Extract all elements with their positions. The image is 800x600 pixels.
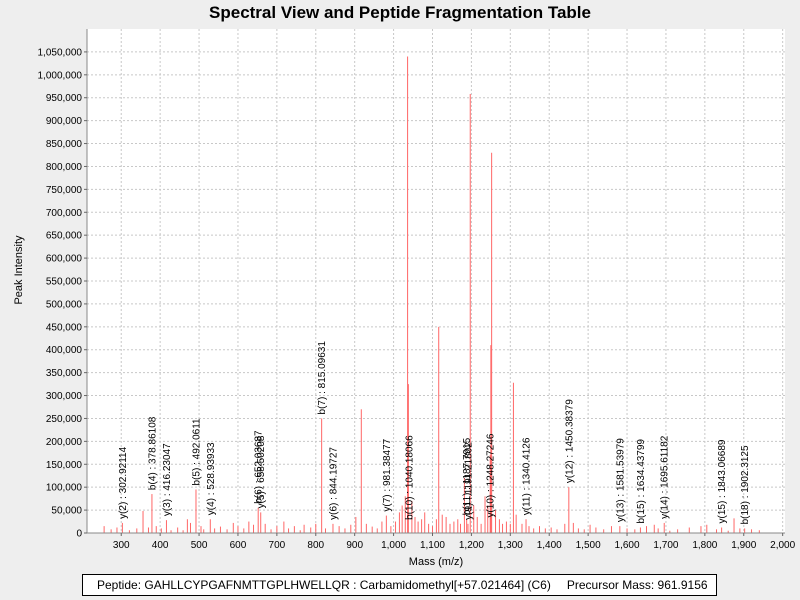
y-tick-label: 850,000 <box>46 139 83 150</box>
y-tick-label: 900,000 <box>46 116 83 127</box>
y-tick-label: 800,000 <box>46 162 83 173</box>
fragment-ion-label: b(5) : 492.0611 <box>191 418 202 486</box>
x-tick-label: 700 <box>269 540 286 551</box>
fragment-ion-label: b(10) : 1040.18066 <box>405 435 416 520</box>
chart-title: Spectral View and Peptide Fragmentation … <box>209 3 591 22</box>
fragment-ion-label: y(7) : 981.38477 <box>382 438 393 511</box>
x-tick-label: 300 <box>113 540 130 551</box>
fragment-ion-label: y(5) : 658.50208 <box>256 435 267 508</box>
fragment-ion-label: y(3) : 416.23047 <box>162 443 173 516</box>
y-axis-label: Peak Intensity <box>13 235 25 305</box>
spectrum-chart: 0 50,000 100,000 150,000 200,000 250,000 300,0… <box>13 29 796 568</box>
fragment-ion-label: b(15) : 1634.43799 <box>636 439 647 524</box>
y-tick-label: 1,000,000 <box>38 70 83 81</box>
x-tick-label: 1,900 <box>731 540 756 551</box>
y-tick-label: 550,000 <box>46 277 83 288</box>
x-tick-label: 2,000 <box>770 540 795 551</box>
y-tick-label: 650,000 <box>46 231 83 242</box>
fragment-ion-label: y(12) : 1450.38379 <box>564 399 575 483</box>
y-tick-label: 250,000 <box>46 414 83 425</box>
x-axis-label: Mass (m/z) <box>409 556 463 568</box>
fragment-ion-label: y(6) : 844.19727 <box>328 447 339 520</box>
y-tick-label: 400,000 <box>46 345 83 356</box>
fragment-ion-label: b(6) : 652.03687 <box>254 430 265 504</box>
y-tick-label: 350,000 <box>46 368 83 379</box>
peptide-label: Peptide: GAHLLCYPGAFNMTTGPLHWELLQR : Car… <box>97 578 551 592</box>
fragment-ion-label: y(13) : 1581.53979 <box>615 438 626 522</box>
y-tick-label: 450,000 <box>46 322 83 333</box>
x-tick-label: 1,700 <box>653 540 678 551</box>
x-tick-label: 1,100 <box>420 540 445 551</box>
x-tick-label: 1,000 <box>381 540 406 551</box>
y-tick-label: 100,000 <box>46 483 83 494</box>
fragment-ion-label: y(2) : 302.92114 <box>118 446 129 519</box>
fragment-ion-label: y(9) : 1191.21802 <box>463 442 474 520</box>
x-tick-label: 1,200 <box>459 540 484 551</box>
y-tick-label: 950,000 <box>46 93 83 104</box>
y-tick-label: 0 <box>76 529 82 540</box>
fragment-ion-label: b(11) : 1187.7915 <box>462 437 473 515</box>
x-tick-label: 600 <box>230 540 247 551</box>
precursor-mass-label: Precursor Mass: 961.9156 <box>566 578 708 592</box>
y-tick-label: 500,000 <box>46 299 83 310</box>
fragment-ion-label: y(15) : 1843.06689 <box>717 439 728 523</box>
fragment-ion-label: b(4) : 378.86108 <box>147 416 158 490</box>
x-tick-label: 400 <box>152 540 169 551</box>
y-tick-label: 600,000 <box>46 254 83 265</box>
y-tick-label: 150,000 <box>46 460 83 471</box>
y-tick-label: 700,000 <box>46 208 83 219</box>
y-tick-label: 750,000 <box>46 185 83 196</box>
y-tick-label: 300,000 <box>46 391 83 402</box>
x-tick-label: 1,800 <box>692 540 717 551</box>
fragment-ion-label: y(11) : 1340.4126 <box>522 437 533 515</box>
y-tick-label: 1,050,000 <box>38 47 83 58</box>
x-tick-label: 1,300 <box>498 540 523 551</box>
fragment-ion-label: y(10) : 1248.27246 <box>486 433 497 517</box>
fragment-ion-label: b(18) : 1902.3125 <box>740 445 751 524</box>
y-tick-label: 200,000 <box>46 437 83 448</box>
x-tick-label: 500 <box>191 540 208 551</box>
x-tick-label: 900 <box>346 540 363 551</box>
x-tick-label: 1,400 <box>537 540 562 551</box>
x-tick-label: 1,500 <box>576 540 601 551</box>
y-tick-label: 50,000 <box>51 506 82 517</box>
peptide-info-bar: Peptide: GAHLLCYPGAFNMTTGPLHWELLQR : Car… <box>82 574 717 596</box>
x-tick-label: 1,600 <box>615 540 640 551</box>
fragment-ion-label: y(4) : 528.93933 <box>206 442 217 515</box>
fragment-ion-label: y(14) : 1695.61182 <box>660 435 671 519</box>
fragment-ion-label: b(7) : 815.09631 <box>317 341 328 415</box>
x-tick-label: 800 <box>307 540 324 551</box>
